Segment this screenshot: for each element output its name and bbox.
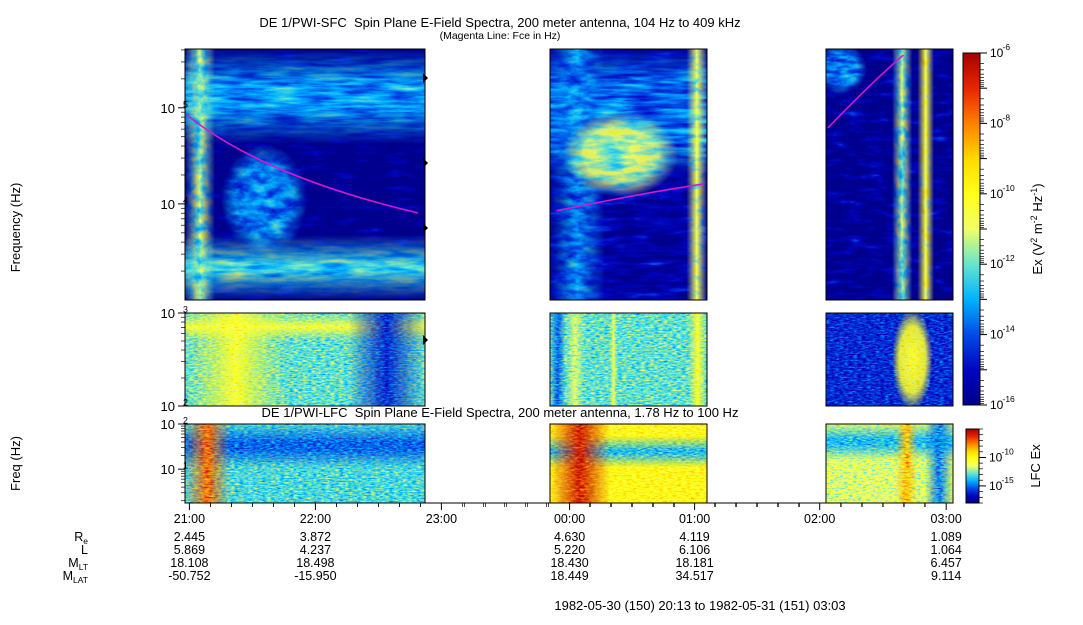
svg-text:-14: -14 xyxy=(1003,324,1016,334)
svg-text:2.445: 2.445 xyxy=(174,530,205,544)
svg-text:5.220: 5.220 xyxy=(554,543,585,557)
svg-text:10: 10 xyxy=(161,462,175,477)
svg-text:18.498: 18.498 xyxy=(296,556,334,570)
svg-text:18.449: 18.449 xyxy=(550,569,588,583)
svg-text:21:00: 21:00 xyxy=(174,512,205,526)
svg-text:5.869: 5.869 xyxy=(174,543,205,557)
svg-text:18.108: 18.108 xyxy=(170,556,208,570)
svg-text:00:00: 00:00 xyxy=(554,512,585,526)
svg-text:4: 4 xyxy=(183,195,188,205)
svg-text:10: 10 xyxy=(161,417,175,432)
svg-text:23:00: 23:00 xyxy=(426,512,457,526)
svg-text:10: 10 xyxy=(161,306,175,321)
svg-text:-12: -12 xyxy=(1003,253,1016,263)
svg-text:1.089: 1.089 xyxy=(931,530,962,544)
svg-text:34.517: 34.517 xyxy=(675,569,713,583)
svg-text:6.457: 6.457 xyxy=(931,556,962,570)
svg-text:-16: -16 xyxy=(1003,394,1016,404)
svg-text:6.106: 6.106 xyxy=(679,543,710,557)
svg-text:4.237: 4.237 xyxy=(300,543,331,557)
svg-text:1: 1 xyxy=(183,461,188,471)
svg-text:-15: -15 xyxy=(1002,475,1015,485)
svg-text:1982-05-30 (150) 20:13 to 1982: 1982-05-30 (150) 20:13 to 1982-05-31 (15… xyxy=(554,598,845,613)
svg-text:3.872: 3.872 xyxy=(300,530,331,544)
svg-text:Ex (V2 m-2 Hz-1): Ex (V2 m-2 Hz-1) xyxy=(1029,183,1045,274)
svg-text:03:00: 03:00 xyxy=(931,512,962,526)
svg-text:4.630: 4.630 xyxy=(554,530,585,544)
svg-text:-8: -8 xyxy=(1003,112,1011,122)
svg-text:10: 10 xyxy=(161,101,175,116)
svg-text:(Magenta Line: Fce in Hz): (Magenta Line: Fce in Hz) xyxy=(440,30,561,42)
svg-text:-50.752: -50.752 xyxy=(168,569,210,583)
svg-text:10: 10 xyxy=(161,399,175,414)
svg-text:22:00: 22:00 xyxy=(300,512,331,526)
svg-text:5: 5 xyxy=(183,99,188,109)
svg-text:01:00: 01:00 xyxy=(679,512,710,526)
svg-text:-10: -10 xyxy=(1002,446,1015,456)
svg-text:-6: -6 xyxy=(1003,42,1011,52)
svg-text:DE 1/PWI-SFC Spin Plane E-Fie: DE 1/PWI-SFC Spin Plane E-Field Spectra,… xyxy=(259,15,740,30)
svg-text:1.064: 1.064 xyxy=(931,543,962,557)
svg-text:2: 2 xyxy=(183,398,188,408)
svg-text:-15.950: -15.950 xyxy=(294,569,336,583)
svg-text:9.114: 9.114 xyxy=(931,569,961,583)
svg-text:4.119: 4.119 xyxy=(679,530,709,544)
svg-text:18.430: 18.430 xyxy=(550,556,588,570)
svg-text:10: 10 xyxy=(161,197,175,212)
svg-text:2: 2 xyxy=(183,416,188,426)
svg-text:02:00: 02:00 xyxy=(804,512,835,526)
svg-text:L: L xyxy=(81,543,88,557)
svg-text:3: 3 xyxy=(183,305,188,315)
svg-text:DE 1/PWI-LFC Spin Plane E-Fie: DE 1/PWI-LFC Spin Plane E-Field Spectra,… xyxy=(262,405,739,420)
svg-text:Freq (Hz): Freq (Hz) xyxy=(8,436,23,491)
svg-text:Frequency (Hz): Frequency (Hz) xyxy=(8,183,23,273)
svg-text:18.181: 18.181 xyxy=(675,556,713,570)
svg-text:LFC Ex: LFC Ex xyxy=(1028,444,1043,488)
svg-text:-10: -10 xyxy=(1003,183,1016,193)
